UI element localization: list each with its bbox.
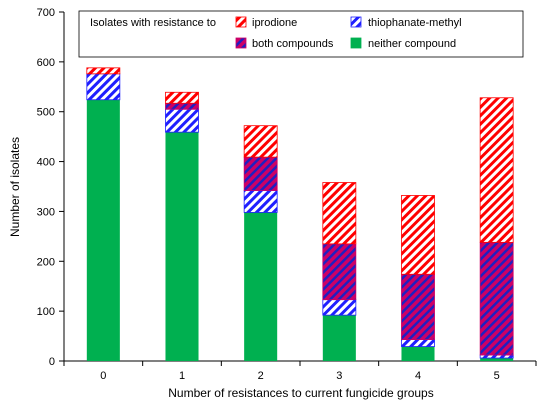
legend-swatch-both-compounds <box>235 37 247 49</box>
legend-label-neither-compound: neither compound <box>368 38 456 50</box>
y-tick-label: 0 <box>49 356 55 368</box>
bar-segment-iprodione-0 <box>86 67 121 75</box>
y-tick-label: 400 <box>37 157 55 169</box>
y-axis-title: Number of isolates <box>8 137 22 237</box>
y-tick-label: 200 <box>37 256 55 268</box>
legend: Isolates with resistance to iprodione th… <box>78 10 524 58</box>
bar-segment-iprodione-4 <box>401 195 435 275</box>
bar-segment-neither-0 <box>86 99 120 362</box>
legend-label-iprodione: iprodione <box>252 17 297 29</box>
x-axis-title: Number of resistances to current fungici… <box>168 386 433 400</box>
legend-title: Isolates with resistance to <box>90 17 216 29</box>
bar-segment-neither-5 <box>480 358 514 361</box>
bar-segment-iprodione-3 <box>322 182 357 245</box>
x-axis-ticks: 0 1 2 3 4 5 <box>63 361 537 382</box>
x-tick-label: 2 <box>258 370 264 382</box>
legend-swatch-thiophanate-methyl <box>350 16 362 28</box>
x-tick-label: 0 <box>100 370 106 382</box>
bar-segment-neither-1 <box>165 132 199 361</box>
y-tick-label: 300 <box>37 206 55 218</box>
x-tick-label: 5 <box>494 370 500 382</box>
bar-segment-neither-3 <box>322 315 356 361</box>
bar-segment-thio-5 <box>479 354 514 359</box>
bar-segment-thio-4 <box>401 339 435 347</box>
x-tick-label: 3 <box>336 370 342 382</box>
bar-segment-both-5 <box>479 241 514 356</box>
bar-segment-iprodione-2 <box>243 125 278 158</box>
bar-segment-thio-1 <box>165 108 199 133</box>
bar-segment-both-1 <box>165 102 199 110</box>
bar-segment-both-3 <box>322 243 357 301</box>
legend-swatch-iprodione <box>235 16 247 28</box>
y-tick-label: 100 <box>37 306 55 318</box>
legend-swatch-neither-compound <box>350 37 362 49</box>
x-tick-label: 1 <box>179 370 185 382</box>
y-axis-ticks: 0 100 200 300 400 500 600 700 <box>37 7 64 368</box>
legend-label-thiophanate-methyl: thiophanate-methyl <box>368 17 462 29</box>
bar-segment-thio-2 <box>243 190 278 213</box>
bar-segment-thio-0 <box>86 73 121 101</box>
bar-segment-neither-2 <box>244 212 278 361</box>
y-tick-label: 700 <box>37 7 55 19</box>
legend-label-both-compounds: both compounds <box>252 38 334 50</box>
bar-segment-iprodione-1 <box>165 91 199 104</box>
bar-stacks <box>86 67 514 362</box>
y-tick-label: 500 <box>37 107 55 119</box>
bar-segment-neither-4 <box>401 346 435 361</box>
y-tick-label: 600 <box>37 57 55 69</box>
bar-segment-both-2 <box>243 156 278 191</box>
legend-box <box>78 10 524 58</box>
bar-segment-thio-3 <box>322 299 357 316</box>
x-tick-label: 4 <box>415 370 421 382</box>
bar-segment-both-4 <box>401 273 435 340</box>
bar-segment-iprodione-5 <box>479 97 514 243</box>
